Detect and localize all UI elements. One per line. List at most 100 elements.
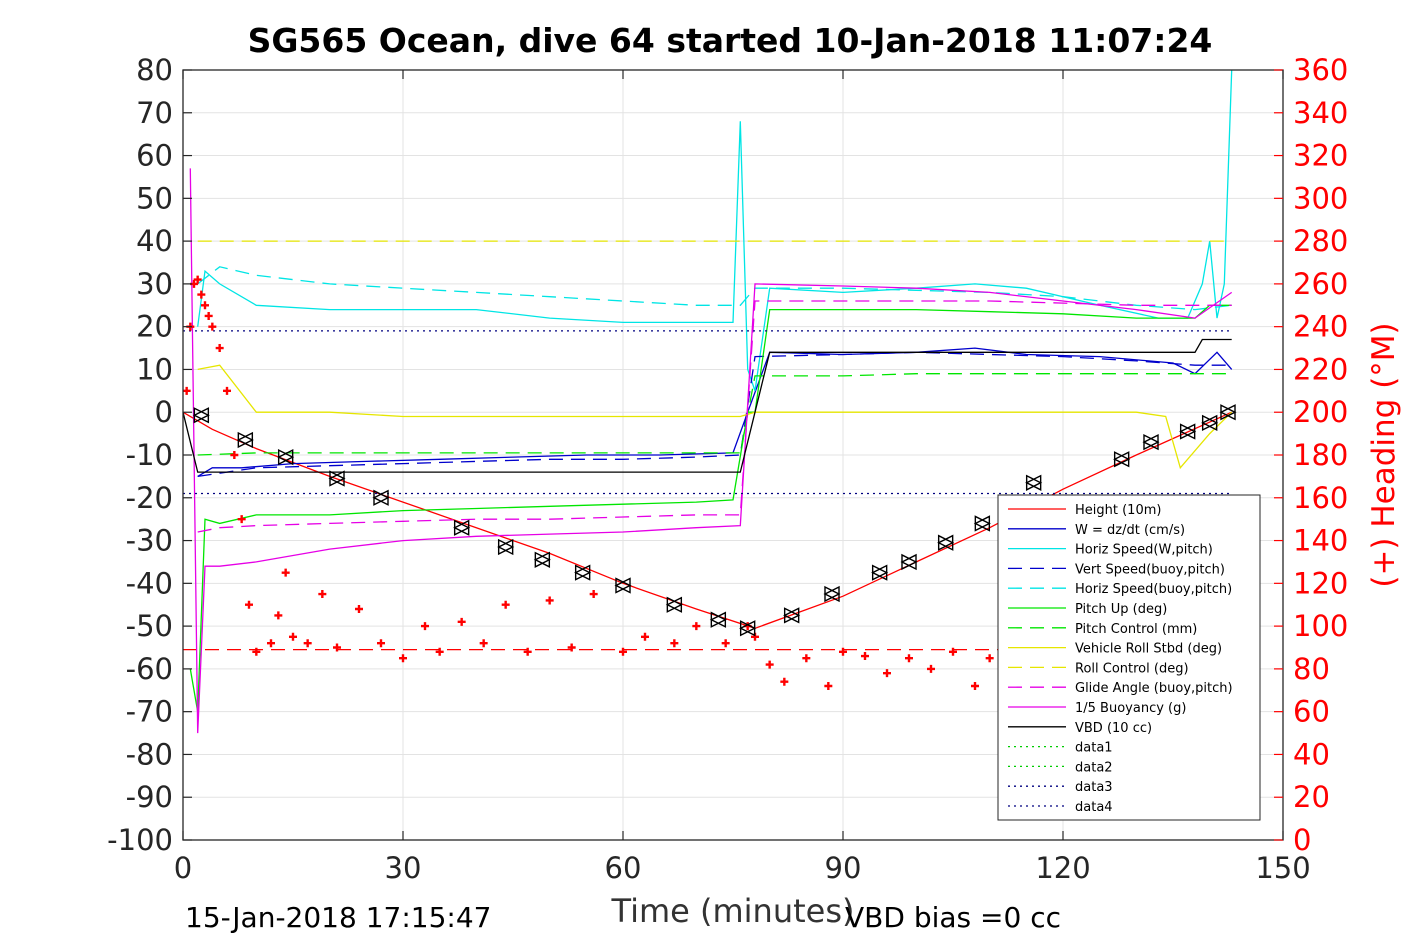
- y-right-tick-label: 360: [1293, 53, 1348, 87]
- heading-point: [237, 515, 246, 524]
- y-tick-label: -30: [126, 524, 173, 558]
- heading-point: [289, 632, 297, 641]
- y-right-tick-label: 320: [1293, 139, 1348, 173]
- legend-label: data1: [1075, 741, 1113, 756]
- legend-label: W = dz/dt (cm/s): [1075, 523, 1185, 538]
- depth-marker: [1142, 434, 1159, 451]
- series-line-3: [197, 351, 1232, 478]
- heading-point: [905, 654, 913, 663]
- depth-marker-mirror: [615, 577, 632, 594]
- heading-point: [883, 669, 891, 678]
- heading-point: [765, 660, 774, 669]
- y-right-tick-label: 260: [1293, 267, 1348, 301]
- y-tick-label: -100: [107, 823, 173, 857]
- y-tick-label: -70: [126, 695, 173, 729]
- depth-marker-mirror: [277, 449, 295, 466]
- y-tick-label: 0: [155, 395, 173, 429]
- heading-point: [215, 344, 224, 353]
- depth-marker-mirror: [901, 553, 918, 571]
- heading-point: [204, 311, 213, 320]
- depth-marker-mirror: [1113, 451, 1131, 468]
- legend-label: Horiz Speed(buoy,pitch): [1075, 582, 1232, 597]
- depth-marker: [533, 551, 551, 568]
- heading-point: [201, 301, 209, 310]
- heading-point: [985, 654, 994, 663]
- heading-point: [692, 622, 701, 631]
- footer-vbd-bias: VBD bias =0 cc: [845, 901, 1061, 934]
- y-right-tick-label: 0: [1293, 823, 1311, 857]
- y-right-tick-label: 100: [1293, 609, 1348, 643]
- legend-label: 1/5 Buoyancy (g): [1075, 701, 1186, 716]
- heading-point: [421, 622, 429, 631]
- x-tick-label: 0: [174, 851, 192, 885]
- heading-point: [208, 322, 217, 331]
- depth-marker-mirror: [193, 407, 210, 424]
- y-tick-label: 60: [136, 139, 173, 173]
- heading-point: [223, 386, 231, 395]
- heading-point: [824, 682, 833, 690]
- x-tick-label: 150: [1255, 851, 1310, 885]
- series-line-4: [197, 266, 1232, 311]
- depth-marker-mirror: [534, 551, 551, 568]
- heading-point: [230, 451, 239, 459]
- heading-point: [333, 643, 341, 652]
- y-right-tick-label: 80: [1293, 652, 1330, 686]
- heading-point: [479, 639, 488, 648]
- legend: Height (10m) W = dz/dt (cm/s) Horiz Speed(…: [997, 494, 1261, 821]
- y-axis-right: 0 20 40 60 80 100 120 140 160 180 200 220 240 260 280 3…: [1274, 53, 1348, 857]
- depth-marker-mirror: [329, 470, 346, 487]
- y-tick-label: 40: [136, 224, 173, 258]
- y-right-tick-label: 200: [1293, 395, 1348, 429]
- depth-marker-mirror: [1201, 414, 1219, 432]
- y-tick-label: -60: [126, 652, 173, 686]
- y-right-tick-label: 140: [1293, 524, 1348, 558]
- depth-marker-mirror: [710, 611, 727, 628]
- series-line-2: [197, 69, 1233, 392]
- depth-marker-mirror: [497, 538, 515, 556]
- series-line-9: [197, 300, 1232, 533]
- y-tick-label: 70: [136, 96, 173, 130]
- y-tick-label: 30: [136, 267, 173, 301]
- depth-marker-mirror: [574, 564, 592, 581]
- y-right-tick-label: 280: [1293, 224, 1348, 258]
- heading-point: [182, 386, 191, 395]
- depth-marker-mirror: [974, 515, 991, 532]
- heading-point: [589, 590, 598, 599]
- heading-point: [281, 568, 290, 577]
- legend-label: Pitch Up (deg): [1075, 602, 1167, 617]
- heading-point: [303, 639, 312, 648]
- series-line-10: [189, 168, 1233, 734]
- heading-point: [780, 677, 789, 686]
- heading-point: [245, 600, 253, 609]
- heading-point: [457, 617, 466, 626]
- heading-point: [197, 290, 206, 299]
- legend-label: Height (10m): [1075, 503, 1161, 518]
- legend-label: data2: [1075, 760, 1113, 775]
- heading-point: [318, 590, 327, 599]
- depth-marker: [900, 553, 917, 571]
- y-tick-label: 10: [136, 352, 173, 386]
- heading-point: [545, 596, 554, 605]
- heading-point: [567, 643, 576, 652]
- series-line-5: [189, 304, 1232, 712]
- heading-point: [523, 647, 532, 656]
- heading-point: [274, 611, 283, 620]
- y-tick-label: -80: [126, 737, 173, 771]
- legend-label: Glide Angle (buoy,pitch): [1075, 681, 1233, 696]
- depth-marker-mirror: [1220, 404, 1237, 421]
- series-line-11: [182, 338, 1232, 473]
- y-right-tick-label: 300: [1293, 181, 1348, 215]
- depth-marker-mirror: [237, 431, 254, 449]
- y-right-tick-label: 220: [1293, 352, 1348, 386]
- legend-label: Vert Speed(buoy,pitch): [1075, 562, 1225, 577]
- heading-point: [641, 632, 649, 641]
- y-axis-left: -100-90-80-70-60-50-40-30-20-10010203040…: [107, 53, 192, 857]
- depth-marker-mirror: [373, 489, 390, 506]
- depth-marker-mirror: [1179, 423, 1197, 440]
- depth-marker: [1025, 474, 1042, 491]
- heading-point: [501, 600, 510, 609]
- y-right-tick-label: 40: [1293, 737, 1330, 771]
- depth-marker: [871, 564, 888, 581]
- y-tick-label: -90: [126, 780, 173, 814]
